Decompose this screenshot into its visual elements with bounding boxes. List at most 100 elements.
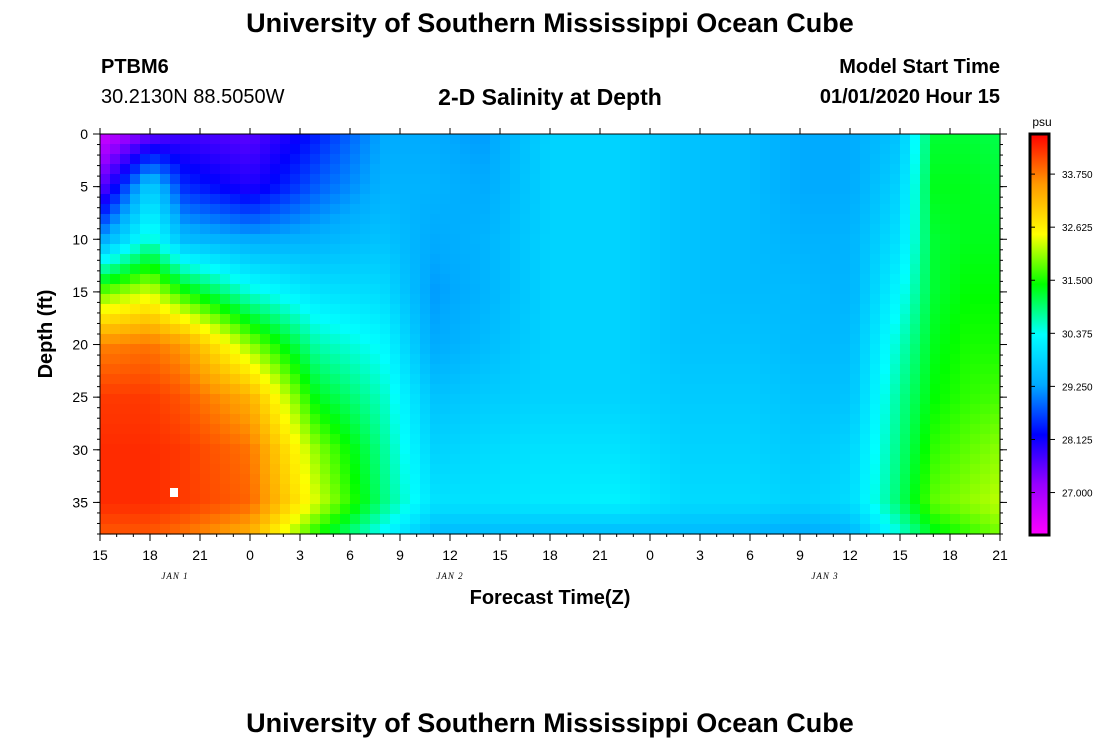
heatmap-cell [430,304,441,315]
heatmap-cell [190,504,201,515]
heatmap-cell [210,234,221,245]
heatmap-cell [250,404,261,415]
heatmap-cell [250,344,261,355]
heatmap-cell [630,414,641,425]
heatmap-cell [240,514,251,525]
heatmap-cell [290,514,301,525]
heatmap-cell [430,134,441,145]
heatmap-cell [410,184,421,195]
heatmap-cell [840,354,851,365]
heatmap-cell [910,504,921,515]
heatmap-cell [660,254,671,265]
heatmap-cell [180,524,191,535]
heatmap-cell [870,514,881,525]
heatmap-cell [140,174,151,185]
heatmap-cell [970,224,981,235]
heatmap-cell [400,314,411,325]
heatmap-cell [900,294,911,305]
heatmap-cell [260,334,271,345]
heatmap-cell [150,164,161,175]
heatmap-cell [660,224,671,235]
heatmap-cell [700,374,711,385]
heatmap-cell [940,314,951,325]
heatmap-cell [210,204,221,215]
heatmap-cell [890,384,901,395]
heatmap-cell [610,264,621,275]
heatmap-cell [110,494,121,505]
heatmap-cell [230,224,241,235]
heatmap-cell [130,304,141,315]
heatmap-cell [970,334,981,345]
date-label: JAN 3 [811,571,838,581]
heatmap-cell [580,354,591,365]
heatmap-cell [470,234,481,245]
heatmap-cell [680,184,691,195]
heatmap-cell [170,374,181,385]
heatmap-cell [640,414,651,425]
heatmap-cell [610,324,621,335]
heatmap-cell [690,474,701,485]
heatmap-cell [970,304,981,315]
heatmap-cell [630,524,641,535]
heatmap-cell [290,174,301,185]
heatmap-cell [930,224,941,235]
heatmap-cell [500,194,511,205]
heatmap-cell [690,324,701,335]
heatmap-cell [380,324,391,335]
heatmap-cell [660,524,671,535]
heatmap-cell [810,294,821,305]
heatmap-cell [150,184,161,195]
heatmap-cell [980,444,991,455]
heatmap-cell [890,304,901,315]
heatmap-cell [900,424,911,435]
heatmap-cell [900,134,911,145]
heatmap-cell [480,134,491,145]
heatmap-cell [480,274,491,285]
heatmap-cell [930,404,941,415]
heatmap-cell [110,384,121,395]
heatmap-cell [230,294,241,305]
heatmap-cell [930,454,941,465]
heatmap-cell [560,294,571,305]
heatmap-cell [830,444,841,455]
heatmap-cell [740,324,751,335]
heatmap-cell [740,404,751,415]
heatmap-cell [550,494,561,505]
heatmap-cell [550,384,561,395]
heatmap-cell [620,194,631,205]
heatmap-cell [270,464,281,475]
heatmap-cell [780,174,791,185]
heatmap-cell [580,184,591,195]
heatmap-cell [680,484,691,495]
heatmap-cell [750,344,761,355]
heatmap-cell [180,464,191,475]
heatmap-cell [900,264,911,275]
heatmap-cell [180,354,191,365]
heatmap-cell [150,354,161,365]
heatmap-cell [510,404,521,415]
page-title: University of Southern Mississippi Ocean… [246,8,854,38]
heatmap-cell [600,364,611,375]
heatmap-cell [300,374,311,385]
heatmap-cell [390,384,401,395]
heatmap-cell [680,294,691,305]
heatmap-cell [240,134,251,145]
heatmap-cell [730,524,741,535]
heatmap-cell [720,394,731,405]
heatmap-cell [170,364,181,375]
heatmap-cell [510,274,521,285]
heatmap-cell [580,374,591,385]
heatmap-cell [440,384,451,395]
heatmap-cell [990,354,1001,365]
heatmap-cell [790,514,801,525]
heatmap-cell [930,174,941,185]
heatmap-cell [370,294,381,305]
heatmap-cell [910,234,921,245]
heatmap-cell [310,204,321,215]
heatmap-cell [790,394,801,405]
heatmap-cell [290,294,301,305]
heatmap-cell [960,324,971,335]
heatmap-cell [650,384,661,395]
heatmap-cell [740,464,751,475]
heatmap-cell [620,524,631,535]
